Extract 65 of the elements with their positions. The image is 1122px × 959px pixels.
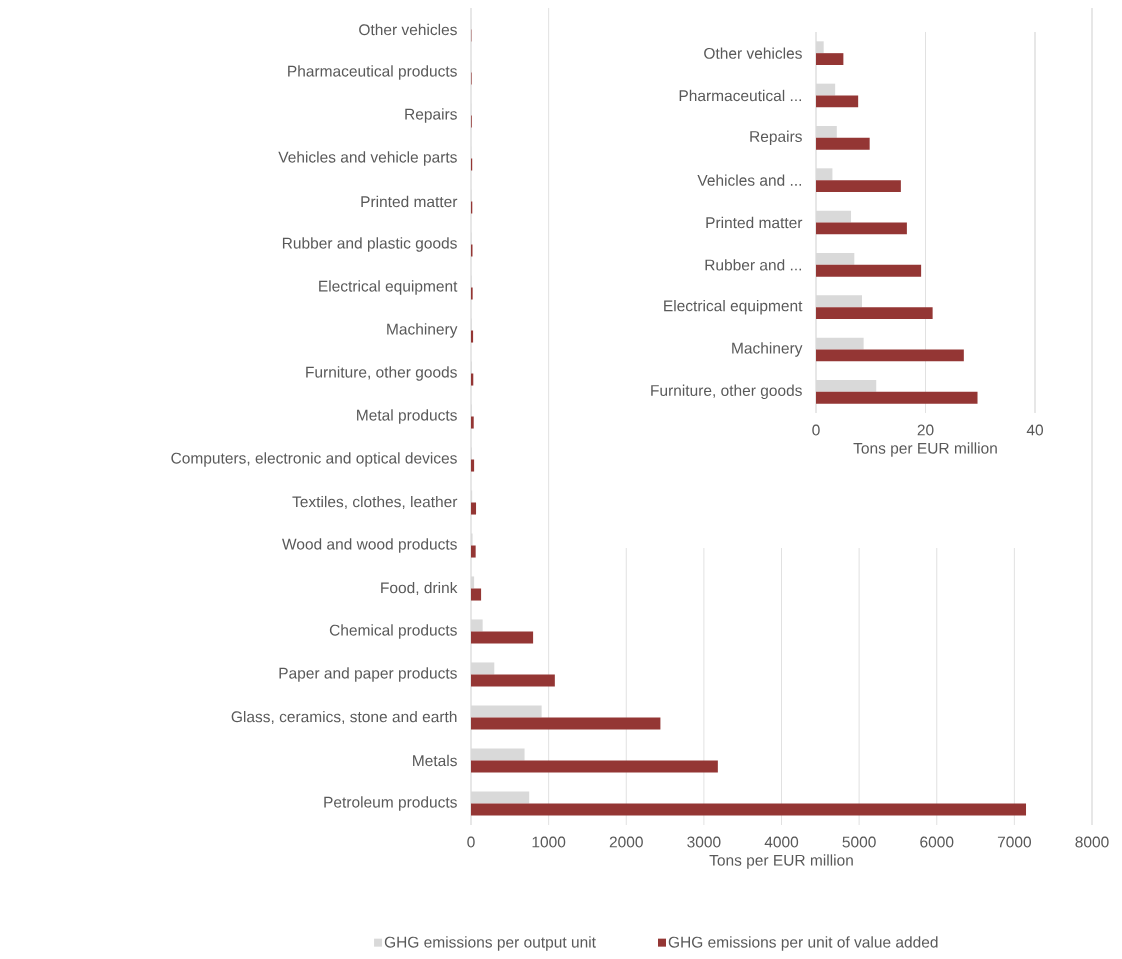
x-tick-label: 0 xyxy=(812,424,820,436)
x-tick-label: 7000 xyxy=(997,836,1032,848)
y-tick-label: Petroleum products xyxy=(324,796,457,811)
bar xyxy=(471,674,555,687)
x-tick-label: 0 xyxy=(467,836,475,848)
bar xyxy=(816,180,901,193)
bar xyxy=(471,416,474,429)
legend-label: GHG emissions per unit of value added xyxy=(668,936,938,951)
bar xyxy=(816,307,933,320)
y-tick-label: Textiles, clothes, leather xyxy=(292,495,458,510)
bar xyxy=(471,760,718,773)
y-tick-label: Metal products xyxy=(357,409,457,424)
y-tick-label: Pharmaceutical products xyxy=(288,65,457,80)
legend-label: GHG emissions per output unit xyxy=(384,936,596,951)
y-tick-label: Rubber and plastic goods xyxy=(282,237,457,252)
y-tick-label: Glass, ceramics, stone and earth xyxy=(231,710,457,725)
bar xyxy=(471,717,661,730)
bar xyxy=(471,545,476,558)
y-tick-label: Paper and paper products xyxy=(279,667,457,682)
bar xyxy=(471,373,474,386)
bar xyxy=(816,95,859,108)
y-tick-label: Pharmaceutical ... xyxy=(679,89,802,102)
x-tick-label: 4000 xyxy=(764,836,799,848)
y-tick-label: Chemical products xyxy=(329,624,457,639)
y-tick-label: Printed matter xyxy=(706,216,803,229)
x-tick-label: 40 xyxy=(1026,424,1044,436)
y-tick-label: Furniture, other goods xyxy=(651,384,802,400)
y-tick-label: Vehicles and ... xyxy=(697,174,802,186)
x-tick-label: 5000 xyxy=(842,836,876,848)
y-tick-label: Wood and wood products xyxy=(282,538,457,553)
bar xyxy=(471,502,477,515)
x-tick-label: 1000 xyxy=(532,836,566,848)
y-tick-label: Repairs xyxy=(750,130,802,146)
y-tick-label: Metals xyxy=(413,754,457,767)
y-tick-label: Furniture, other goods xyxy=(306,366,457,381)
bar xyxy=(816,264,922,277)
y-tick-label: Computers, electronic and optical devices xyxy=(171,452,457,467)
y-tick-label: Machinery xyxy=(732,342,803,357)
y-tick-label: Vehicles and vehicle parts xyxy=(278,151,457,166)
bar xyxy=(471,588,482,601)
bar xyxy=(816,137,870,150)
x-tick-label: 20 xyxy=(917,424,934,436)
bar xyxy=(471,330,474,343)
bar xyxy=(471,631,534,644)
bar xyxy=(471,459,475,472)
x-tick-label: 2000 xyxy=(609,836,643,848)
y-tick-label: Machinery xyxy=(387,323,458,338)
y-tick-label: Other vehicles xyxy=(359,23,457,36)
x-tick-label: 6000 xyxy=(920,836,954,848)
y-tick-label: Electrical equipment xyxy=(319,280,458,295)
bar xyxy=(816,222,907,235)
x-tick-label: 8000 xyxy=(1075,836,1109,848)
x-tick-label: 3000 xyxy=(687,836,721,848)
y-tick-label: Food, drink xyxy=(381,581,458,596)
bar xyxy=(816,53,844,66)
y-tick-label: Electrical equipment xyxy=(664,299,803,315)
y-tick-label: Rubber and ... xyxy=(705,259,802,271)
bar xyxy=(816,391,978,404)
bar xyxy=(816,349,964,362)
x-axis-title: Tons per EUR million xyxy=(709,854,853,869)
y-tick-label: Repairs xyxy=(405,108,457,123)
y-tick-label: Printed matter xyxy=(361,195,458,208)
bar xyxy=(471,803,1027,816)
x-axis-title: Tons per EUR million xyxy=(853,442,997,457)
y-tick-label: Other vehicles xyxy=(704,47,802,59)
